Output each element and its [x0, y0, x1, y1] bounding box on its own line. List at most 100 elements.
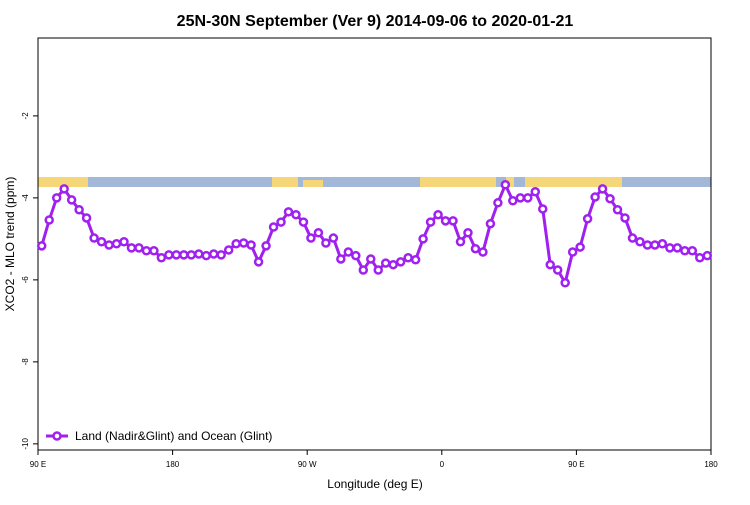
x-tick-label: 90 E: [568, 460, 584, 469]
y-tick-label: -2: [21, 112, 30, 120]
data-point: [687, 246, 698, 256]
data-point: [164, 250, 174, 260]
data-point: [276, 217, 286, 227]
data-point: [119, 236, 129, 247]
data-point: [283, 207, 294, 217]
data-point: [44, 215, 54, 225]
x-axis-label: Longitude (deg E): [327, 477, 422, 491]
data-point: [261, 241, 271, 251]
data-point: [597, 184, 608, 194]
data-point: [612, 205, 623, 215]
y-tick-label: -10: [21, 438, 30, 450]
data-point: [620, 213, 630, 223]
data-point: [74, 205, 84, 215]
data-point: [134, 243, 144, 253]
land-strip: [525, 177, 622, 187]
data-point: [343, 247, 354, 257]
data-point: [388, 259, 398, 270]
data-point: [366, 254, 376, 264]
data-point: [253, 257, 264, 267]
data-point: [538, 204, 548, 214]
data-point: [545, 259, 555, 270]
chart-title: 25N-30N September (Ver 9) 2014-09-06 to …: [177, 13, 574, 30]
data-point: [448, 216, 458, 226]
ocean-strip: [38, 177, 711, 187]
data-point: [470, 243, 481, 254]
data-point: [89, 233, 99, 243]
data-point: [403, 252, 413, 263]
data-point: [560, 277, 570, 288]
data-point: [231, 239, 241, 249]
legend-marker: [52, 431, 62, 441]
data-point: [515, 193, 526, 203]
data-point: [582, 214, 593, 224]
legend-label: Land (Nadir&Glint) and Ocean (Glint): [75, 429, 272, 443]
data-point: [59, 184, 69, 194]
data-point: [642, 240, 653, 250]
data-point: [455, 236, 466, 247]
data-point: [268, 222, 279, 232]
data-point: [194, 249, 204, 259]
data-point: [395, 257, 406, 267]
data-point: [478, 247, 488, 257]
data-point: [440, 216, 451, 226]
data-point: [493, 198, 503, 208]
data-point: [657, 239, 668, 249]
data-point: [351, 250, 361, 261]
data-point: [702, 250, 713, 261]
data-point: [291, 209, 301, 220]
y-tick-label: -4: [21, 194, 30, 202]
data-point: [590, 192, 600, 202]
data-point: [627, 233, 638, 243]
data-point: [149, 246, 159, 256]
data-point: [552, 265, 563, 275]
data-point: [672, 243, 683, 253]
y-tick-label: -6: [21, 276, 30, 284]
land-strip: [420, 177, 496, 187]
data-point: [665, 243, 675, 253]
data-point: [223, 245, 234, 255]
data-point: [141, 246, 152, 256]
data-point: [111, 239, 122, 249]
data-point: [575, 242, 585, 252]
data-point: [410, 255, 421, 265]
x-tick-label: 180: [704, 460, 718, 469]
data-point: [695, 252, 705, 263]
data-point: [530, 186, 541, 197]
land-strip: [303, 180, 323, 187]
data-point: [500, 180, 511, 190]
data-point: [246, 240, 256, 250]
data-point: [306, 233, 316, 243]
data-point: [36, 241, 47, 251]
data-point: [508, 196, 518, 206]
data-point: [425, 217, 436, 227]
data-point: [373, 265, 383, 275]
data-point: [238, 238, 249, 248]
x-tick-label: 0: [440, 460, 445, 469]
y-tick-label: -8: [21, 358, 30, 366]
legend: Land (Nadir&Glint) and Ocean (Glint): [46, 429, 272, 443]
data-point: [156, 252, 167, 263]
x-tick-label: 90 W: [298, 460, 317, 469]
data-point: [433, 209, 443, 220]
data-point: [336, 254, 346, 264]
data-point: [51, 193, 62, 203]
land-strip: [38, 177, 88, 187]
x-tick-label: 90 E: [30, 460, 46, 469]
data-point: [358, 265, 369, 275]
land-strip: [272, 177, 298, 187]
data-point: [680, 246, 690, 256]
data-point: [650, 240, 660, 250]
data-point: [298, 217, 309, 227]
data-point: [126, 243, 137, 253]
x-tick-label: 180: [166, 460, 180, 469]
land-ocean-strip: [38, 177, 711, 187]
data-point: [66, 195, 77, 205]
data-point: [313, 227, 324, 238]
land-strip: [506, 177, 514, 187]
data-point: [635, 236, 645, 247]
data-point: [216, 250, 226, 260]
data-point: [81, 213, 92, 223]
data-point: [96, 236, 107, 247]
